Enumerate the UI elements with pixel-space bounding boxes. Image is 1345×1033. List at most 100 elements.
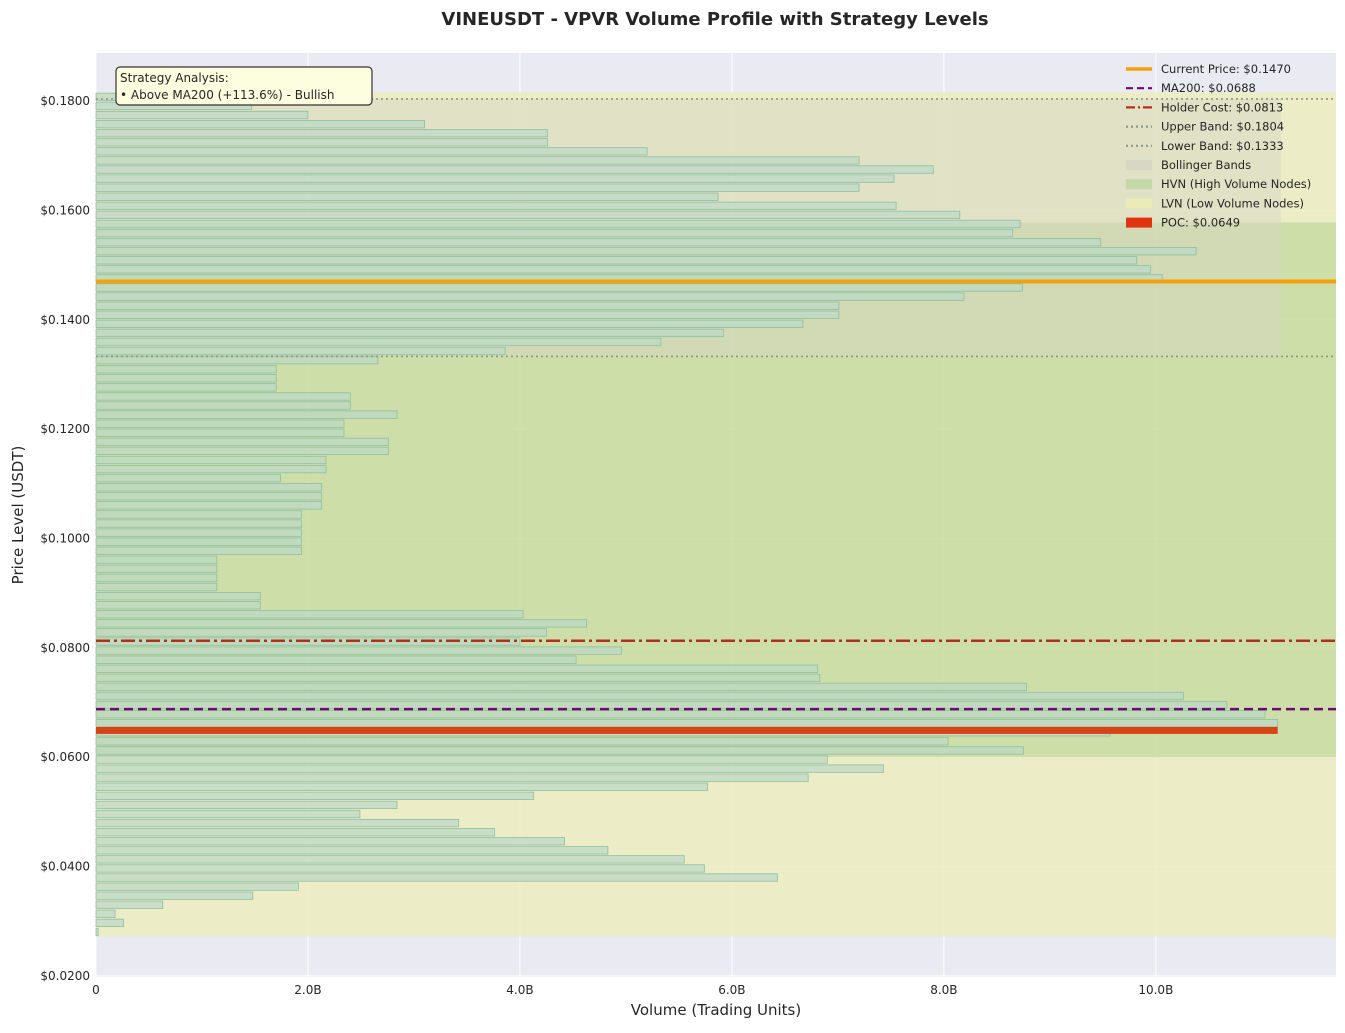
- y-tick-label-2: $0.0600: [40, 750, 90, 764]
- legend-label-5: Bollinger Bands: [1161, 158, 1251, 172]
- y-tick-label-3: $0.0800: [40, 641, 90, 655]
- volume-bar-75: [95, 247, 1197, 256]
- x-axis-ticks: 0 2.0B 4.0B 6.0B 8.0B 10.0B: [92, 983, 1173, 997]
- volume-bar-77: [95, 228, 1014, 238]
- volume-bar-8: [95, 855, 685, 864]
- volume-bar-79: [95, 210, 961, 220]
- x-tick-label-2: 4.0B: [506, 983, 533, 997]
- volume-bar-24: [95, 710, 1266, 719]
- x-tick-label-1: 2.0B: [294, 983, 321, 997]
- legend-swatch-5: [1126, 160, 1152, 170]
- volume-bar-34: [95, 619, 588, 628]
- volume-bar-46: [95, 510, 303, 519]
- legend-label-3: Upper Band: $0.1804: [1161, 120, 1284, 134]
- y-tick-label-8: $0.1800: [40, 94, 90, 108]
- volume-bar-80: [95, 201, 897, 210]
- volume-bar-39: [95, 573, 218, 583]
- annotation-title: Strategy Analysis:: [120, 71, 229, 85]
- annotation-text: • Above MA200 (+113.6%) - Bullish: [120, 88, 334, 102]
- volume-bar-2: [95, 909, 116, 918]
- volume-bar-37: [95, 592, 261, 601]
- volume-bar-4: [95, 891, 254, 900]
- y-axis-ticks: $0.0200 $0.0400 $0.0600 $0.0800 $0.1000 $0.12…: [40, 94, 90, 983]
- volume-bar-40: [95, 564, 218, 574]
- volume-bar-57: [95, 410, 398, 419]
- volume-bar-65: [95, 337, 662, 347]
- legend-label-0: Current Price: $0.1470: [1161, 62, 1291, 76]
- volume-bar-6: [95, 873, 778, 882]
- volume-bar-61: [95, 374, 277, 383]
- y-tick-label-6: $0.1400: [40, 313, 90, 327]
- legend-label-4: Lower Band: $0.1333: [1161, 139, 1284, 153]
- volume-bar-1: [95, 918, 124, 928]
- legend-swatch-7: [1126, 198, 1152, 209]
- volume-bar-87: [95, 138, 548, 147]
- volume-bar-19: [95, 755, 828, 764]
- volume-bar-38: [95, 582, 218, 592]
- volume-bar-28: [95, 673, 821, 682]
- volume-bar-11: [95, 828, 495, 837]
- y-tick-label-4: $0.1000: [40, 532, 90, 546]
- volume-bar-35: [95, 610, 524, 619]
- volume-bar-21: [95, 737, 949, 746]
- volume-bar-7: [95, 864, 705, 873]
- volume-bar-88: [95, 129, 548, 138]
- volume-bar-41: [95, 555, 218, 564]
- annotation-box: [115, 66, 373, 106]
- volume-bar-66: [95, 328, 724, 338]
- strategy-annotation: Strategy Analysis: • Above MA200 (+113.6…: [115, 66, 373, 106]
- volume-bar-16: [95, 782, 708, 791]
- volume-bar-48: [95, 492, 323, 501]
- y-tick-label-7: $0.1600: [40, 203, 90, 217]
- volume-bar-63: [95, 356, 379, 365]
- chart-title: VINEUSDT - VPVR Volume Profile with Stra…: [441, 9, 988, 30]
- volume-bar-52: [95, 455, 327, 465]
- volume-bar-60: [95, 383, 277, 392]
- volume-bar-71: [95, 283, 1023, 292]
- volume-bar-27: [95, 682, 1027, 692]
- volume-bar-30: [95, 655, 577, 664]
- volume-bar-33: [95, 628, 547, 637]
- volume-bar-26: [95, 691, 1184, 701]
- legend-swatch-6: [1126, 179, 1152, 190]
- volume-bar-14: [95, 800, 398, 810]
- volume-bar-23: [95, 719, 1279, 728]
- volume-bar-78: [95, 219, 1021, 229]
- volume-bar-86: [95, 147, 648, 156]
- volume-bar-15: [95, 791, 535, 800]
- volume-bar-42: [95, 546, 303, 555]
- volume-bar-29: [95, 664, 819, 673]
- volume-bar-31: [95, 646, 623, 655]
- volume-bar-74: [95, 256, 1138, 265]
- volume-bar-58: [95, 401, 351, 410]
- y-axis-label: Price Level (USDT): [9, 446, 27, 585]
- y-tick-label-1: $0.0400: [40, 860, 90, 874]
- volume-bar-90: [95, 110, 309, 120]
- volume-bar-13: [95, 809, 361, 819]
- poc-bar: [96, 726, 1278, 734]
- legend-label-2: Holder Cost: $0.0813: [1161, 100, 1283, 114]
- legend-swatch-8: [1126, 217, 1152, 228]
- volume-bar-64: [95, 346, 506, 356]
- volume-bar-84: [95, 165, 934, 174]
- volume-bar-73: [95, 265, 1151, 274]
- volume-bar-67: [95, 319, 804, 328]
- volume-bar-17: [95, 773, 809, 782]
- volume-bar-70: [95, 292, 965, 301]
- volume-bar-10: [95, 837, 565, 846]
- legend: Current Price: $0.1470 MA200: $0.0688 Hold…: [1126, 62, 1311, 230]
- volume-bar-5: [95, 882, 299, 891]
- y-tick-label-5: $0.1200: [40, 422, 90, 436]
- volume-bar-81: [95, 192, 719, 201]
- x-tick-label-0: 0: [92, 983, 100, 997]
- volume-bar-59: [95, 392, 351, 401]
- legend-label-8: POC: $0.0649: [1161, 216, 1240, 230]
- volume-bar-44: [95, 528, 303, 537]
- strategy-levels: [96, 98, 1336, 734]
- volume-bar-83: [95, 174, 895, 183]
- volume-bar-55: [95, 428, 345, 437]
- volume-bar-20: [95, 746, 1024, 755]
- x-tick-label-3: 6.0B: [718, 983, 745, 997]
